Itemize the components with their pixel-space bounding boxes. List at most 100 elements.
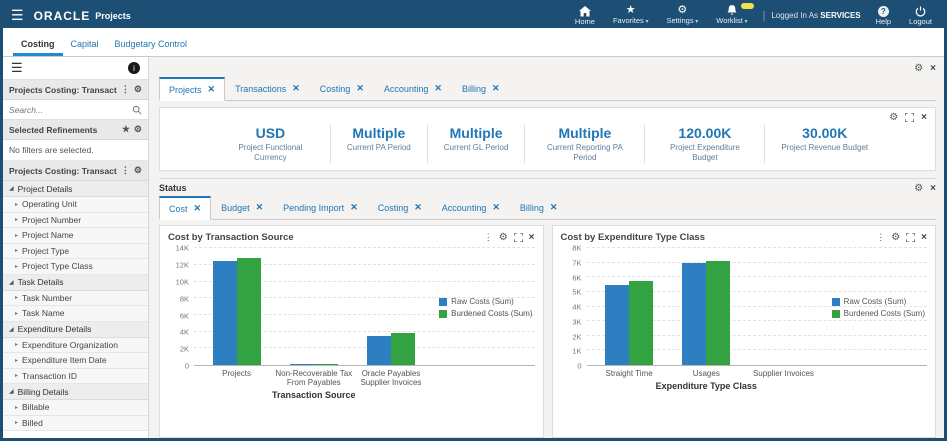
main-tab-bar: Projects ✕ Transactions ✕ Costing ✕ Accounting…	[159, 77, 936, 101]
maximize-icon[interactable]	[906, 232, 916, 242]
gear-icon[interactable]: ⚙	[133, 124, 142, 134]
close-icon[interactable]: ✕	[255, 202, 264, 213]
status-tab-costing[interactable]: Costing ✕	[368, 196, 432, 219]
sidebar-panel2-header[interactable]: Projects Costing: Transact... ⋮ ⚙	[3, 161, 148, 181]
page-tab-budgetary-control[interactable]: Budgetary Control	[114, 39, 188, 49]
filter-item-billable[interactable]: ▸ Billable	[3, 400, 148, 416]
gear-icon[interactable]: ⚙	[891, 231, 901, 243]
filter-item-project-type[interactable]: ▸ Project Type	[3, 243, 148, 259]
tab-transactions[interactable]: Transactions ✕	[225, 77, 310, 100]
status-tab-pending-import[interactable]: Pending Import ✕	[273, 196, 368, 219]
chart-header: Cost by Transaction Source ⋮ ⚙ ×	[168, 229, 535, 245]
x-axis-labels: Straight Time Usages Supplier Invoices	[591, 369, 823, 378]
close-icon[interactable]: ✕	[356, 83, 364, 93]
filter-group-project-details[interactable]: ◢ Project Details	[3, 181, 148, 197]
page-tab-costing[interactable]: Costing	[13, 33, 63, 56]
filter-item-project-type-class[interactable]: ▸ Project Type Class	[3, 259, 148, 275]
filter-item-operating-unit[interactable]: ▸ Operating Unit	[3, 197, 148, 213]
legend-entry: Raw Costs (Sum)	[831, 297, 925, 306]
status-tab-cost[interactable]: Cost ✕	[159, 196, 212, 221]
filter-item-task-name[interactable]: ▸ Task Name	[3, 306, 148, 322]
close-icon[interactable]: ✕	[414, 202, 422, 213]
close-icon[interactable]: ✕	[492, 202, 500, 213]
gridline	[586, 276, 927, 278]
star-icon[interactable]: ★	[121, 124, 130, 134]
y-axis-tick: 5K	[572, 287, 582, 297]
sidebar-info-icon[interactable]: i	[128, 62, 140, 74]
gear-icon[interactable]: ⚙	[133, 165, 142, 175]
sidebar-hamburger-icon[interactable]: ☰	[11, 60, 23, 75]
close-icon[interactable]: ×	[930, 182, 936, 194]
y-axis: 8K 7K 6K 5K 4K 3K 2K 1K 0	[561, 244, 587, 371]
nav-item-favorites[interactable]: ★ Favorites ▾	[604, 3, 658, 28]
filter-group-task-details[interactable]: ◢ Task Details	[3, 274, 148, 291]
filter-item-project-number[interactable]: ▸ Project Number	[3, 212, 148, 228]
gear-icon[interactable]: ⚙	[914, 182, 924, 194]
sidebar-panel2-title: Projects Costing: Transact...	[9, 165, 117, 176]
page-tab-bar: Costing Capital Budgetary Control	[3, 28, 944, 57]
status-tab-billing[interactable]: Billing ✕	[510, 196, 568, 219]
close-icon[interactable]: ✕	[350, 202, 358, 213]
tab-billing[interactable]: Billing ✕	[452, 77, 510, 100]
close-icon[interactable]: ✕	[434, 83, 442, 93]
kebab-icon[interactable]: ⋮	[483, 231, 493, 242]
legend-entry: Burdened Costs (Sum)	[439, 309, 533, 318]
tab-accounting[interactable]: Accounting ✕	[374, 77, 452, 100]
kebab-icon[interactable]: ⋮	[876, 231, 886, 242]
x-axis-label: Oracle Payables Supplier Invoices	[360, 369, 422, 388]
search-icon[interactable]	[132, 105, 142, 115]
search-input[interactable]	[9, 104, 132, 115]
tab-projects[interactable]: Projects ✕	[159, 77, 226, 101]
kpi-current-pa-period: Multiple Current PA Period	[331, 124, 428, 164]
filter-item-project-name[interactable]: ▸ Project Name	[3, 228, 148, 244]
help-button[interactable]: ? Help	[867, 5, 900, 26]
y-axis-tick: 6K	[572, 273, 582, 283]
filter-item-label: Billed	[22, 417, 43, 428]
gear-icon[interactable]: ⚙	[914, 62, 924, 74]
kebab-icon[interactable]: ⋮	[120, 165, 130, 175]
maximize-icon[interactable]	[513, 232, 523, 242]
close-icon[interactable]: ×	[921, 111, 927, 123]
gridline	[586, 290, 927, 292]
gear-icon[interactable]: ⚙	[498, 231, 508, 243]
y-axis-tick: 10K	[175, 277, 189, 287]
bars-area	[591, 248, 823, 366]
logout-button[interactable]: Logout	[900, 5, 944, 26]
filter-group-expenditure-details[interactable]: ◢ Expenditure Details	[3, 321, 148, 338]
close-icon[interactable]: ✕	[491, 83, 500, 93]
gridline	[194, 263, 535, 265]
nav-item-home[interactable]: Home	[566, 3, 604, 28]
nav-item-settings[interactable]: ⚙ Settings ▾	[657, 3, 707, 28]
filter-item-billed[interactable]: ▸ Billed	[3, 415, 148, 431]
sidebar-icon-row: ☰ i	[3, 57, 148, 80]
close-icon[interactable]: ✕	[292, 83, 300, 93]
filter-item-transaction-id[interactable]: ▸ Transaction ID	[3, 368, 148, 384]
kebab-icon[interactable]: ⋮	[120, 84, 130, 94]
legend: Raw Costs (Sum) Burdened Costs (Sum)	[831, 297, 925, 321]
hamburger-menu-icon[interactable]: ☰	[11, 7, 24, 23]
close-icon[interactable]: ✕	[549, 202, 558, 213]
close-icon[interactable]: ×	[921, 231, 927, 243]
page-tab-capital[interactable]: Capital	[70, 39, 99, 49]
gridline	[194, 247, 535, 249]
filter-group-label: Expenditure Details	[17, 324, 92, 334]
gear-icon[interactable]: ⚙	[133, 84, 142, 94]
nav-item-label: Favorites ▾	[612, 15, 649, 25]
close-icon[interactable]: ✕	[207, 84, 216, 94]
filter-item-expenditure-organization[interactable]: ▸ Expenditure Organization	[3, 337, 148, 353]
sidebar-panel1-header[interactable]: Projects Costing: Transact... ⋮ ⚙	[3, 80, 148, 100]
tab-label: Cost	[169, 203, 188, 214]
maximize-icon[interactable]	[905, 112, 915, 122]
gear-icon[interactable]: ⚙	[889, 111, 899, 123]
filter-item-task-number[interactable]: ▸ Task Number	[3, 290, 148, 306]
close-icon[interactable]: ×	[930, 62, 936, 74]
nav-item-worklist[interactable]: Worklist ▾	[707, 3, 756, 28]
filter-group-billing-details[interactable]: ◢ Billing Details	[3, 384, 148, 400]
selected-refinements-header[interactable]: Selected Refinements ★ ⚙	[3, 120, 148, 140]
filter-item-expenditure-item-date[interactable]: ▸ Expenditure Item Date	[3, 353, 148, 369]
tab-costing[interactable]: Costing ✕	[310, 77, 374, 100]
status-tab-budget[interactable]: Budget ✕	[211, 196, 273, 219]
close-icon[interactable]: ✕	[193, 203, 202, 214]
close-icon[interactable]: ×	[528, 231, 535, 243]
status-tab-accounting[interactable]: Accounting ✕	[432, 196, 510, 219]
